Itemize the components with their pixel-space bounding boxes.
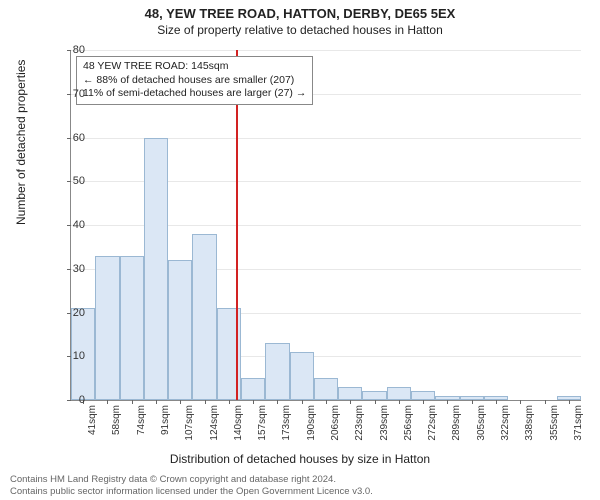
ytick-label: 70 [55,88,85,100]
histogram-bar [120,256,144,400]
histogram-bar [387,387,411,400]
chart-title-sub: Size of property relative to detached ho… [0,21,600,37]
ytick-label: 20 [55,307,85,319]
histogram-bar [265,343,289,400]
histogram-bar [144,138,168,401]
xtick-label: 355sqm [549,405,560,441]
xtick-label: 124sqm [209,405,220,441]
histogram-bar [290,352,314,400]
xtick-label: 91sqm [160,405,171,435]
ytick-label: 10 [55,350,85,362]
ytick-label: 50 [55,175,85,187]
xtick-mark [520,400,521,404]
xtick-label: 371sqm [573,405,584,441]
ytick-label: 0 [55,394,85,406]
xtick-mark [326,400,327,404]
xtick-label: 173sqm [281,405,292,441]
xtick-mark [253,400,254,404]
y-axis-label: Number of detached properties [14,60,28,225]
histogram-bar [411,391,435,400]
histogram-bar [192,234,216,400]
xtick-mark [375,400,376,404]
xtick-label: 206sqm [330,405,341,441]
xtick-label: 338sqm [524,405,535,441]
xtick-label: 272sqm [427,405,438,441]
ytick-label: 80 [55,44,85,56]
xtick-label: 190sqm [306,405,317,441]
footer-line1: Contains HM Land Registry data © Crown c… [10,474,373,486]
xtick-label: 305sqm [476,405,487,441]
xtick-label: 140sqm [233,405,244,441]
xtick-label: 322sqm [500,405,511,441]
xtick-label: 256sqm [403,405,414,441]
chart-title-main: 48, YEW TREE ROAD, HATTON, DERBY, DE65 5… [0,0,600,21]
histogram-bar [241,378,265,400]
histogram-bar [95,256,119,400]
xtick-mark [399,400,400,404]
ytick-label: 40 [55,219,85,231]
annotation-line1: 48 YEW TREE ROAD: 145sqm [83,60,306,74]
xtick-mark [423,400,424,404]
annotation-box: 48 YEW TREE ROAD: 145sqm ← 88% of detach… [76,56,313,105]
xtick-mark [447,400,448,404]
xtick-mark [205,400,206,404]
xtick-label: 239sqm [379,405,390,441]
annotation-line3: 11% of semi-detached houses are larger (… [83,87,306,101]
histogram-bar [338,387,362,400]
xtick-label: 58sqm [111,405,122,435]
footer-line2: Contains public sector information licen… [10,486,373,498]
xtick-label: 107sqm [184,405,195,441]
xtick-mark [545,400,546,404]
xtick-mark [302,400,303,404]
ytick-label: 60 [55,132,85,144]
xtick-mark [496,400,497,404]
xtick-mark [472,400,473,404]
footer-attribution: Contains HM Land Registry data © Crown c… [10,474,373,498]
histogram-bar [168,260,192,400]
ytick-label: 30 [55,263,85,275]
xtick-mark [132,400,133,404]
xtick-label: 41sqm [87,405,98,435]
chart-container: 48, YEW TREE ROAD, HATTON, DERBY, DE65 5… [0,0,600,500]
xtick-label: 74sqm [136,405,147,435]
xtick-mark [229,400,230,404]
xtick-mark [107,400,108,404]
xtick-mark [156,400,157,404]
xtick-mark [180,400,181,404]
chart-area: 41sqm58sqm74sqm91sqm107sqm124sqm140sqm15… [70,50,580,400]
xtick-mark [569,400,570,404]
xtick-label: 157sqm [257,405,268,441]
xtick-label: 223sqm [354,405,365,441]
histogram-bar [314,378,338,400]
x-axis-label: Distribution of detached houses by size … [0,452,600,466]
histogram-bar [362,391,386,400]
xtick-mark [350,400,351,404]
annotation-line2: ← 88% of detached houses are smaller (20… [83,74,306,88]
gridline [71,50,581,51]
xtick-mark [277,400,278,404]
xtick-label: 289sqm [451,405,462,441]
